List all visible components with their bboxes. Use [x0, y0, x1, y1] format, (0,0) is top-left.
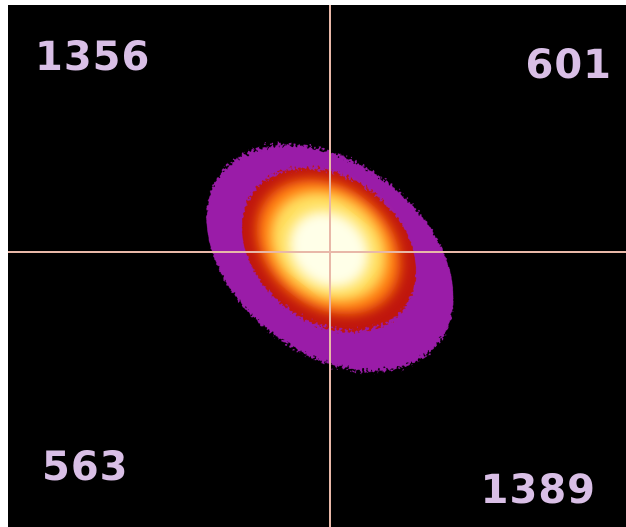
count-top-left: 1356 [35, 34, 150, 80]
quadrant-plot: 1356 601 563 1389 [0, 0, 626, 527]
count-bottom-left: 563 [42, 444, 129, 490]
count-top-right: 601 [526, 42, 613, 88]
page: 1356 601 563 1389 (() => { const data = … [0, 0, 626, 527]
count-bottom-right: 1389 [481, 467, 596, 513]
